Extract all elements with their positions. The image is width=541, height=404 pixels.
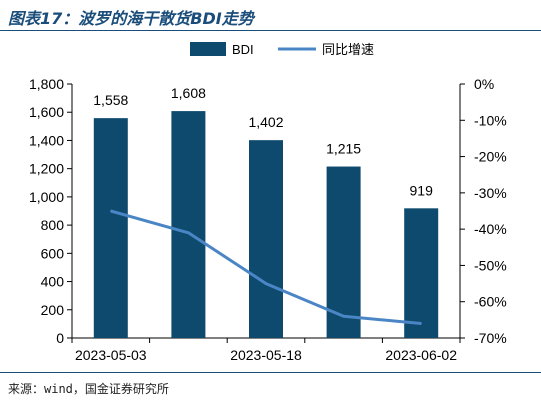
y-tick-label: 1,000 <box>29 189 64 205</box>
yoy-point <box>420 322 423 325</box>
bar-bdi <box>326 166 361 338</box>
x-tick-label: 2023-05-18 <box>230 347 302 363</box>
bar-value-label: 1,215 <box>326 141 361 157</box>
bar-value-label: 1,402 <box>248 114 283 130</box>
y-tick-label: 1,400 <box>29 132 64 148</box>
y-tick-label: 200 <box>41 302 65 318</box>
axes: 0 200 400 600 800 1,000 1,200 1,400 1,600 1,800 0%… <box>29 76 507 363</box>
bar-bdi <box>93 118 128 338</box>
y-tick-label: 1,800 <box>29 76 64 92</box>
figure-title: 图表17：波罗的海干散货BDI走势 <box>8 9 254 28</box>
y2-tick-label: -30% <box>474 185 507 201</box>
x-tick-label: 2023-05-03 <box>75 347 147 363</box>
y2-tick-label: -20% <box>474 149 507 165</box>
title-divider <box>0 30 541 31</box>
bar-bdi <box>249 140 283 338</box>
x-tick-label: 2023-06-02 <box>385 347 457 363</box>
bars <box>93 111 439 339</box>
data-labels: 1,558 1,608 1,402 1,215 919 <box>93 85 433 198</box>
yoy-point <box>265 282 267 285</box>
legend: BDI 同比增速 <box>190 42 374 57</box>
y-tick-label: 800 <box>41 217 65 233</box>
bar-value-label: 1,608 <box>171 85 206 101</box>
yoy-point <box>187 231 190 234</box>
y-tick-label: 1,600 <box>29 104 64 120</box>
yoy-point <box>342 315 345 318</box>
y2-tick-label: 0% <box>474 76 494 92</box>
bar-value-label: 919 <box>410 182 434 198</box>
legend-yoy-label: 同比增速 <box>322 42 374 57</box>
y2-tick-label: -40% <box>474 221 507 237</box>
legend-bdi-swatch <box>190 42 226 56</box>
y-tick-label: 1,200 <box>29 161 64 177</box>
legend-bdi-label: BDI <box>232 42 254 57</box>
bar-bdi <box>171 111 206 339</box>
y2-tick-label: -60% <box>474 294 507 310</box>
y2-tick-label: -50% <box>474 257 507 273</box>
source-note: 来源：wind，国金证券研究所 <box>8 382 169 396</box>
y2-tick-label: -10% <box>474 112 507 128</box>
y-tick-label: 600 <box>41 245 65 261</box>
y-tick-label: 400 <box>41 274 65 290</box>
bar-bdi <box>404 208 439 338</box>
bar-value-label: 1,558 <box>93 92 128 108</box>
y-tick-label: 0 <box>56 330 64 346</box>
source-divider <box>0 372 541 373</box>
y2-tick-label: -70% <box>474 330 507 346</box>
yoy-line <box>110 209 423 325</box>
yoy-point <box>110 210 112 212</box>
